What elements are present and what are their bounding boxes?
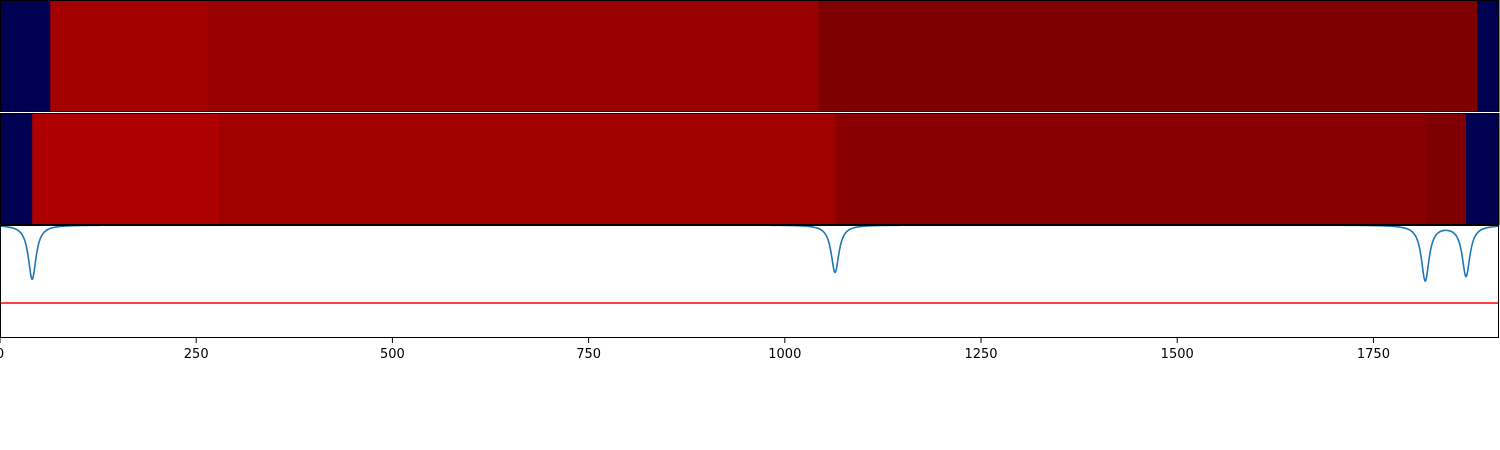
track-2-segment-5 [1425,113,1467,225]
x-tick-label-5: 1000 [768,347,801,362]
x-tick-label-7: 1500 [1161,347,1194,362]
track-1-segment-5 [1477,0,1500,112]
x-tick-label-4: 750 [576,347,601,362]
track-2-segment-1 [0,113,33,225]
x-tick-label-8: 1750 [1357,347,1390,362]
heatmap-track-2 [0,113,1500,225]
panel-frame-3 [0,225,1499,338]
x-tick-label-3: 500 [380,347,405,362]
track-2-segment-3 [218,113,836,225]
x-tick-label-2: 250 [184,347,209,362]
x-axis: 0 250 500 750 1000 1250 1500 1750 [0,338,1390,362]
signal-panel [0,224,1500,304]
x-tick-label-6: 1250 [964,347,997,362]
panel-frame-1 [0,0,1499,112]
track-2-segment-4 [835,113,1426,225]
track-2-segment-2 [32,113,220,225]
x-tick-label-1: 0 [0,347,4,362]
panel-frame-2 [0,113,1499,225]
track-1-segment-2 [50,0,209,112]
track-1-segment-4 [818,0,1478,112]
track-1-segment-1 [0,0,51,112]
signal-line [0,224,1500,282]
panel-frames [0,0,1499,338]
track-2-segment-6 [1466,113,1500,225]
heatmap-track-1 [0,0,1500,112]
track-1-segment-3 [207,0,820,112]
